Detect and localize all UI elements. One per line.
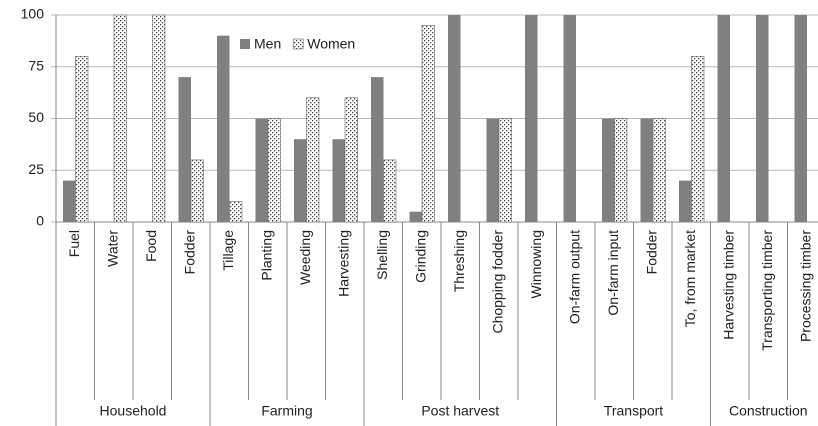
bar <box>614 118 628 223</box>
group-label: Farming <box>261 403 312 419</box>
x-tick-label: Shelling <box>374 230 390 280</box>
bar <box>152 14 166 223</box>
bar <box>421 25 435 223</box>
group-label: Household <box>100 403 167 419</box>
legend-swatch <box>292 38 304 50</box>
y-tick-label: 75 <box>28 57 44 73</box>
bar <box>756 15 769 222</box>
x-tick-label: Weeding <box>297 230 313 285</box>
bar <box>794 15 807 222</box>
bar <box>679 180 692 222</box>
bar <box>409 211 422 222</box>
x-tick-label: Processing timber <box>797 230 813 342</box>
bar <box>486 118 499 222</box>
bar <box>229 201 243 223</box>
bar <box>190 159 204 223</box>
x-tick-label: Fodder <box>643 230 659 275</box>
bar <box>178 77 191 222</box>
legend-label: Women <box>307 36 355 52</box>
legend-label: Men <box>254 36 281 52</box>
bar <box>691 56 705 223</box>
x-tick-label: Winnowing <box>528 230 544 298</box>
x-tick-label: Water <box>104 230 120 267</box>
bar <box>344 97 358 223</box>
group-label: Construction <box>729 403 808 419</box>
bar <box>371 77 384 222</box>
x-tick-label: On-farm output <box>566 230 582 324</box>
x-tick-label: On-farm input <box>605 230 621 316</box>
x-tick-label: Harvesting timber <box>720 230 736 340</box>
x-tick-label: Food <box>143 230 159 262</box>
y-tick-label: 25 <box>28 161 44 177</box>
bar <box>602 118 615 222</box>
bar <box>563 15 576 222</box>
bar <box>217 35 230 223</box>
x-tick-label: Chopping fodder <box>489 230 505 334</box>
bar <box>717 15 730 222</box>
x-tick-label: Harvesting <box>335 230 351 297</box>
bar <box>332 139 345 222</box>
x-tick-label: Fuel <box>66 230 82 257</box>
bar <box>75 56 89 223</box>
y-tick-label: 0 <box>36 213 44 229</box>
y-tick-label: 100 <box>21 6 45 22</box>
bar <box>640 118 653 222</box>
bar <box>113 14 127 223</box>
x-tick-label: Tillage <box>220 230 236 271</box>
bar <box>448 15 461 222</box>
bar <box>294 139 307 222</box>
bar <box>267 118 281 223</box>
bar <box>652 118 666 223</box>
x-tick-label: To, from market <box>682 230 698 327</box>
y-tick-label: 50 <box>28 109 44 125</box>
x-tick-label: Fodder <box>181 230 197 275</box>
x-tick-label: Threshing <box>451 230 467 292</box>
bar <box>383 159 397 223</box>
legend-swatch <box>240 39 250 49</box>
bar <box>255 118 268 222</box>
x-tick-label: Transporting timber <box>759 230 775 351</box>
bar <box>525 15 538 222</box>
x-tick-label: Planting <box>258 230 274 281</box>
bar <box>306 97 320 223</box>
group-label: Post harvest <box>421 403 499 419</box>
bar <box>63 180 76 222</box>
x-tick-label: Grinding <box>412 230 428 283</box>
group-label: Transport <box>604 403 664 419</box>
bar <box>498 118 512 223</box>
